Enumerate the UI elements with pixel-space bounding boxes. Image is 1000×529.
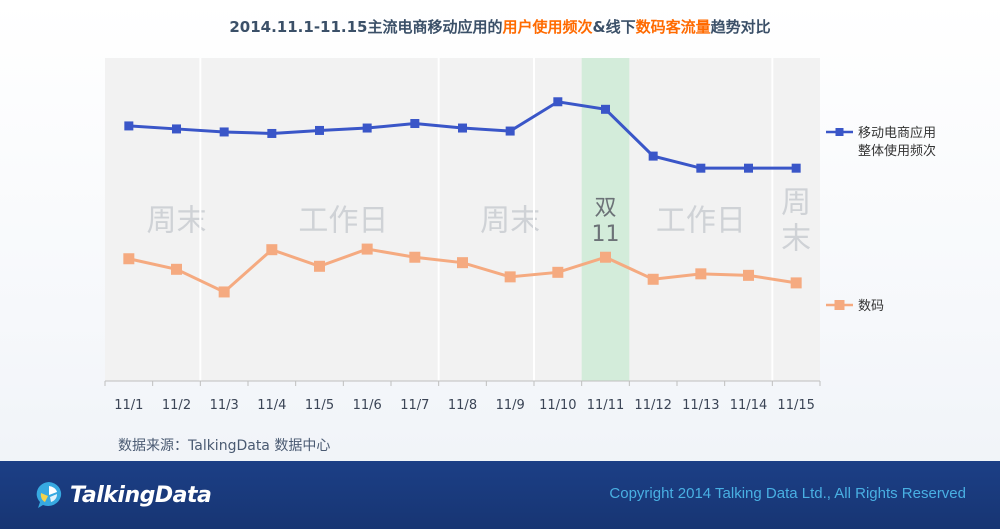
legend-marker xyxy=(834,300,845,310)
data-source-note: 数据来源：TalkingData 数据中心 xyxy=(118,438,331,454)
data-point xyxy=(743,269,754,281)
data-point xyxy=(266,244,278,256)
series-digital-traffic xyxy=(123,243,802,298)
legend-marker xyxy=(835,128,844,136)
band-label-text: 周末 xyxy=(147,204,207,239)
data-point xyxy=(601,104,610,114)
data-point xyxy=(600,251,611,263)
band-label-text: 周 xyxy=(781,186,811,221)
title-highlight-usage: 用户使用频次 xyxy=(502,18,593,36)
data-point xyxy=(315,125,324,135)
legend-label: 整体使用频次 xyxy=(858,143,936,159)
data-point xyxy=(171,263,182,275)
band-label-5: 周末 xyxy=(781,186,811,257)
plot-area xyxy=(105,58,820,381)
x-tick-label: 11/8 xyxy=(448,398,477,413)
footer-bar: TalkingData Copyright 2014 Talking Data … xyxy=(0,461,1000,529)
x-tick-label: 11/14 xyxy=(730,398,767,413)
title-suffix: 趋势对比 xyxy=(710,18,771,36)
data-point xyxy=(362,123,372,133)
data-point xyxy=(410,119,420,129)
x-tick-label: 11/15 xyxy=(777,398,814,413)
title-middle: &线下 xyxy=(592,18,636,36)
logo-text: TalkingData xyxy=(70,482,212,508)
x-tick-label: 11/2 xyxy=(162,398,191,413)
band-label-3: 双11 xyxy=(592,196,620,247)
x-tick-label: 11/10 xyxy=(539,398,576,413)
band-label-text: 双 xyxy=(594,196,616,221)
data-point xyxy=(505,126,515,136)
series-ecommerce-usage xyxy=(124,97,801,173)
data-point xyxy=(314,260,325,272)
x-tick-label: 11/1 xyxy=(114,398,143,413)
data-point xyxy=(409,251,421,263)
x-tick-label: 11/5 xyxy=(305,398,334,413)
data-point xyxy=(219,127,229,137)
band-label-text: 末 xyxy=(781,222,811,257)
title-highlight-traffic: 数码客流量 xyxy=(635,18,711,36)
x-tick-label: 11/12 xyxy=(634,398,671,413)
x-tick-label: 11/9 xyxy=(496,398,525,413)
data-point xyxy=(172,124,181,134)
data-point xyxy=(361,243,373,255)
data-point xyxy=(744,163,753,173)
band-label-4: 工作日 xyxy=(656,204,746,239)
x-tick-label: 11/4 xyxy=(257,398,286,413)
data-point xyxy=(647,273,659,285)
data-point xyxy=(696,163,706,173)
data-point xyxy=(457,257,468,269)
data-point xyxy=(553,97,563,107)
chart-title: 2014.11.1-11.15主流电商移动应用的用户使用频次&线下数码客流量趋势… xyxy=(0,16,1000,37)
talkingdata-logo: TalkingData xyxy=(34,479,212,511)
legend-label: 数码 xyxy=(858,299,884,314)
data-point xyxy=(124,121,134,131)
data-point xyxy=(218,286,230,298)
band-label-text: 工作日 xyxy=(656,204,746,239)
x-tick-label: 11/6 xyxy=(353,398,382,413)
band-label-text: 工作日 xyxy=(298,204,388,239)
data-point xyxy=(552,266,564,278)
data-point xyxy=(504,271,516,283)
band-label-text: 周末 xyxy=(480,204,540,239)
data-point xyxy=(123,253,135,265)
band-label-1: 工作日 xyxy=(298,204,388,239)
x-tick-label: 11/3 xyxy=(210,398,239,413)
x-tick-label: 11/7 xyxy=(400,398,429,413)
data-point xyxy=(458,123,467,133)
data-point xyxy=(648,151,658,161)
x-tick-label: 11/13 xyxy=(682,398,719,413)
legend-item-1: 数码 xyxy=(826,299,884,314)
band-label-2: 周末 xyxy=(480,204,540,239)
logo-bubble-icon xyxy=(36,482,62,508)
data-point xyxy=(267,128,277,138)
legend-label: 移动电商应用 xyxy=(858,125,936,141)
copyright-text: Copyright 2014 Talking Data Ltd., All Ri… xyxy=(609,485,966,502)
data-point xyxy=(790,277,802,289)
band-label-0: 周末 xyxy=(147,204,207,239)
data-point xyxy=(695,268,707,280)
x-tick-label: 11/11 xyxy=(587,398,624,413)
data-point xyxy=(791,163,801,173)
band-label-text: 11 xyxy=(592,222,620,247)
title-prefix: 2014.11.1-11.15主流电商移动应用的 xyxy=(229,18,503,36)
